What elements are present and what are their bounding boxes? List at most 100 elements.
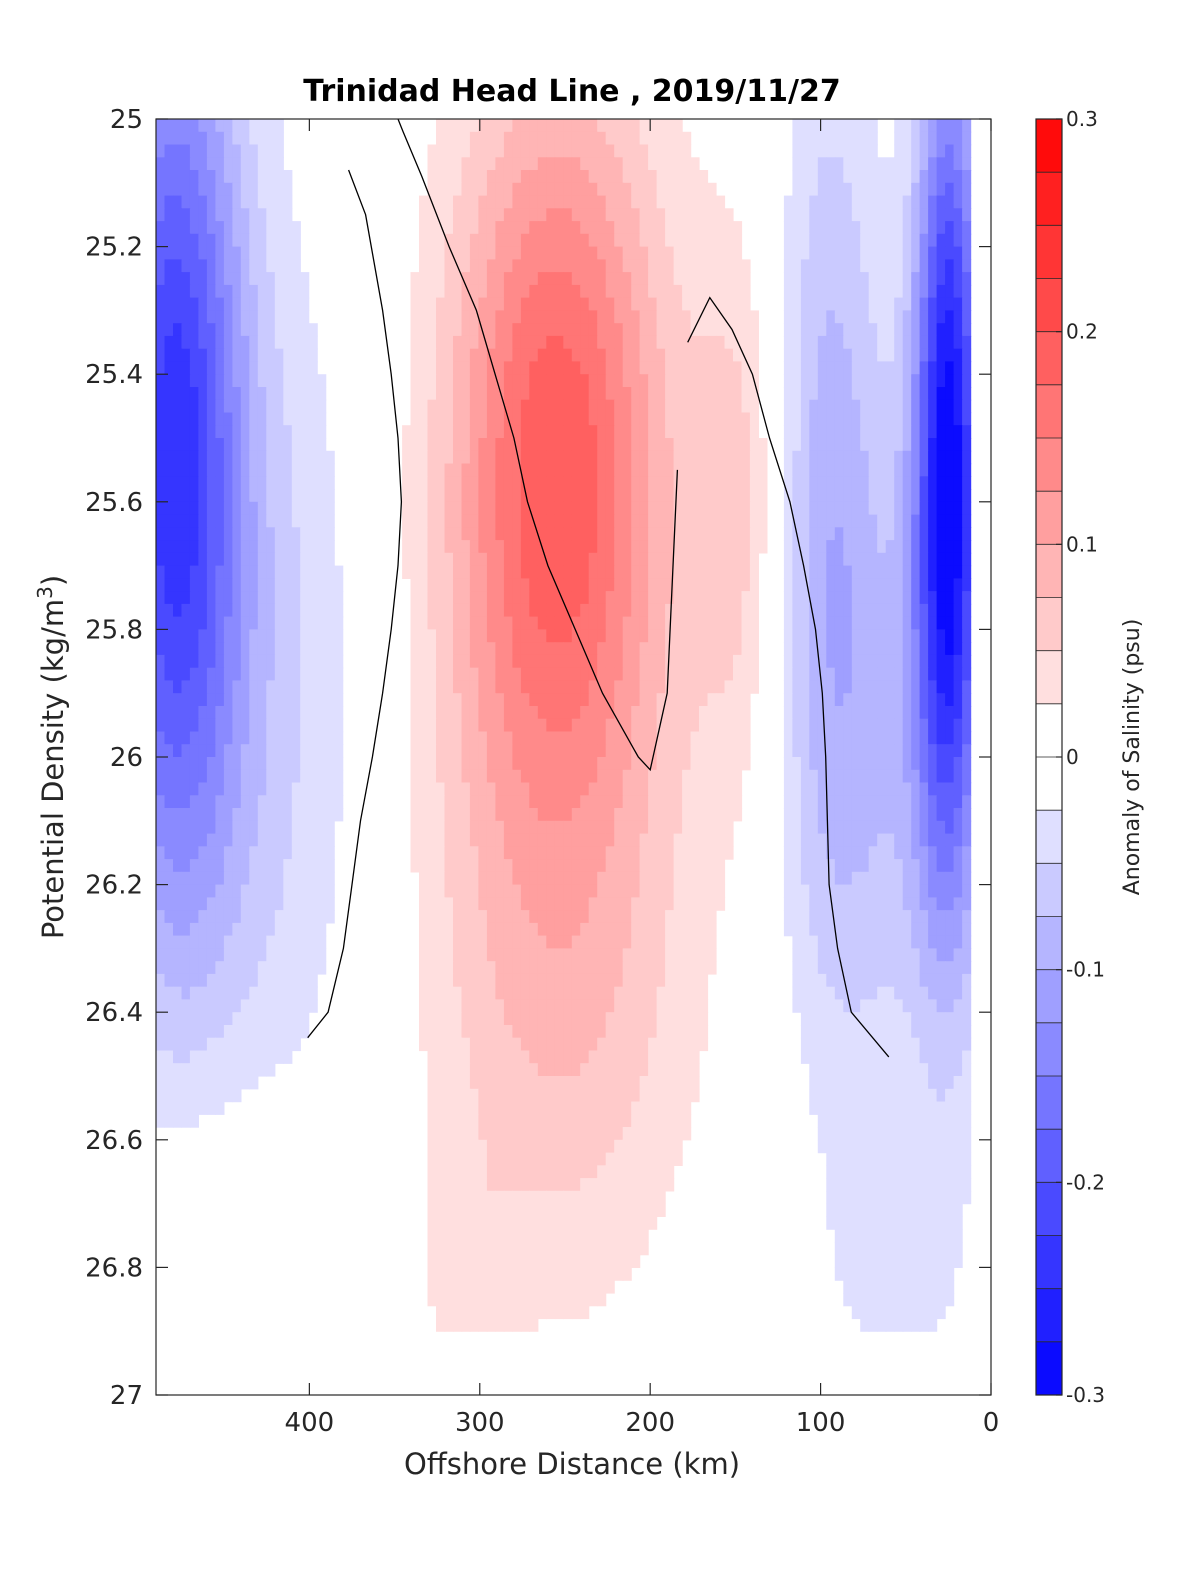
heatmap-cell [427, 387, 437, 401]
heatmap-cell [724, 552, 734, 567]
heatmap-cell [334, 616, 344, 630]
heatmap-cell [173, 259, 183, 273]
heatmap-cell [308, 706, 318, 720]
heatmap-cell [503, 131, 513, 146]
heatmap-cell [639, 578, 649, 592]
heatmap-cell [266, 284, 276, 299]
heatmap-cell [648, 884, 658, 898]
heatmap-cell [266, 246, 276, 260]
heatmap-cell [962, 693, 972, 707]
heatmap-cell [716, 208, 726, 222]
heatmap-cell [461, 744, 471, 758]
heatmap-cell [189, 654, 199, 669]
heatmap-cell [512, 565, 522, 579]
heatmap-cell [843, 744, 853, 758]
heatmap-cell [911, 667, 921, 682]
heatmap-cell [189, 667, 199, 682]
heatmap-cell [622, 654, 632, 669]
heatmap-cell [334, 629, 344, 643]
heatmap-cell [249, 348, 259, 363]
heatmap-cell [266, 310, 276, 324]
heatmap-cell [597, 463, 607, 477]
heatmap-cell [622, 310, 632, 324]
heatmap-cell [648, 438, 658, 452]
heatmap-cell [266, 871, 276, 886]
heatmap-cell [554, 335, 564, 350]
heatmap-cell [257, 144, 267, 158]
heatmap-cell [503, 476, 513, 490]
heatmap-cell [325, 476, 335, 490]
heatmap-cell [851, 540, 861, 554]
heatmap-cell [189, 489, 199, 503]
heatmap-cell [427, 170, 437, 184]
heatmap-cell [945, 654, 955, 669]
heatmap-cell [885, 310, 895, 324]
heatmap-cell [173, 348, 183, 363]
heatmap-cell [834, 501, 844, 516]
heatmap-cell [206, 246, 216, 260]
heatmap-cell [240, 884, 250, 898]
heatmap-cell [936, 195, 946, 209]
heatmap-cell [436, 335, 446, 350]
heatmap-cell [537, 259, 547, 273]
heatmap-cell [597, 246, 607, 260]
heatmap-cell [571, 412, 581, 426]
heatmap-cell [181, 795, 191, 809]
heatmap-cell [223, 284, 233, 299]
heatmap-cell [410, 731, 420, 745]
heatmap-cell [427, 463, 437, 477]
heatmap-cell [622, 757, 632, 771]
heatmap-cell [809, 144, 819, 158]
heatmap-cell [707, 450, 717, 465]
heatmap-cell [469, 323, 479, 337]
heatmap-cell [699, 833, 709, 847]
heatmap-cell [936, 425, 946, 439]
heatmap-cell [249, 450, 259, 465]
heatmap-cell [537, 195, 547, 209]
heatmap-cell [962, 578, 972, 592]
heatmap-cell [571, 335, 581, 350]
heatmap-cell [419, 501, 429, 516]
heatmap-cell [741, 680, 751, 694]
heatmap-cell [936, 297, 946, 311]
heatmap-cell [512, 795, 522, 809]
heatmap-cell [724, 680, 734, 694]
heatmap-cell [648, 144, 658, 158]
heatmap-cell [223, 221, 233, 235]
heatmap-cell [546, 335, 556, 350]
heatmap-cell [639, 706, 649, 720]
heatmap-cell [461, 629, 471, 643]
heatmap-cell [164, 501, 174, 516]
heatmap-cell [240, 565, 250, 579]
heatmap-cell [325, 463, 335, 477]
heatmap-cell [308, 438, 318, 452]
heatmap-cell [792, 871, 802, 886]
heatmap-cell [189, 272, 199, 286]
heatmap-cell [834, 808, 844, 822]
heatmap-cell [953, 706, 963, 720]
heatmap-cell [792, 680, 802, 694]
heatmap-cell [656, 348, 666, 363]
heatmap-cell [928, 680, 938, 694]
heatmap-cell [605, 846, 615, 860]
heatmap-cell [911, 757, 921, 771]
heatmap-cell [453, 642, 463, 656]
heatmap-cell [189, 782, 199, 796]
heatmap-cell [156, 259, 166, 273]
heatmap-cell [283, 540, 293, 554]
heatmap-cell [877, 552, 887, 567]
heatmap-cell [597, 629, 607, 643]
heatmap-cell [851, 387, 861, 401]
heatmap-cell [741, 654, 751, 669]
heatmap-cell [274, 348, 284, 363]
heatmap-cell [410, 335, 420, 350]
heatmap-cell [851, 297, 861, 311]
heatmap-cell [249, 514, 259, 528]
heatmap-cell [520, 820, 530, 835]
heatmap-cell [919, 654, 929, 669]
heatmap-cell [605, 744, 615, 758]
heatmap-cell [512, 744, 522, 758]
heatmap-cell [580, 616, 590, 630]
heatmap-cell [274, 438, 284, 452]
heatmap-cell [724, 718, 734, 733]
